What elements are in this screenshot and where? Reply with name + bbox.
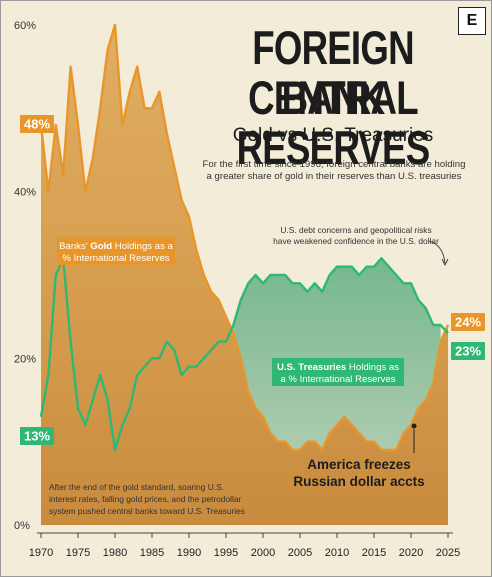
note-top-arrowhead bbox=[441, 258, 449, 267]
x-tick-label: 2025 bbox=[436, 547, 460, 559]
treasury-label-box bbox=[272, 358, 404, 386]
gold-area-fill bbox=[41, 25, 448, 525]
x-tick-label: 1975 bbox=[66, 547, 90, 559]
treasury-series-line bbox=[39, 257, 449, 452]
title-line-1: FOREIGN CENTRAL bbox=[248, 21, 418, 124]
treasury-area bbox=[233, 258, 441, 450]
gold-series-line bbox=[39, 23, 450, 452]
x-tick-label: 2010 bbox=[325, 547, 349, 559]
x-tick-label: 2015 bbox=[362, 547, 386, 559]
x-tick-label: 2000 bbox=[251, 547, 275, 559]
x-tick-label: 1980 bbox=[103, 547, 127, 559]
y-tick-label: 20% bbox=[14, 353, 36, 365]
event-label-line2: Russian dollar accts bbox=[293, 474, 424, 489]
x-tick-label: 1990 bbox=[177, 547, 201, 559]
treasury-area-fill bbox=[233, 258, 441, 450]
event-dot bbox=[411, 423, 417, 429]
start-label-treasury: 13% bbox=[24, 429, 50, 444]
end-label-treasury-bg bbox=[451, 342, 485, 360]
y-tick-label: 40% bbox=[14, 187, 36, 199]
note-bottom-line2: interest rates, falling gold prices, and… bbox=[49, 494, 241, 504]
y-tick-label: 60% bbox=[14, 20, 36, 32]
end-label-treasury: 23% bbox=[455, 344, 481, 359]
note-top-line1: U.S. debt concerns and geopolitical risk… bbox=[280, 225, 431, 235]
line-markers: 48% 13% 24% 23% Banks' Gold Holdings as a% I… bbox=[20, 115, 485, 516]
gold-area bbox=[41, 25, 448, 525]
series-lines bbox=[39, 23, 450, 452]
end-label-gold-bg bbox=[451, 313, 485, 331]
gold-label-box bbox=[57, 237, 175, 265]
note-top-line2: have weakened confidence in the U.S. dol… bbox=[273, 236, 439, 246]
treasury-series-label-line2: a % International Reserves bbox=[280, 374, 395, 385]
axes: 1970 1975 1980 1985 1990 1995 2000 2005 2010 2015… bbox=[14, 20, 460, 559]
event-label-line1: America freezes bbox=[307, 457, 411, 472]
gold-series-label-line2: % International Reserves bbox=[62, 253, 169, 264]
brand-logo: E bbox=[458, 7, 486, 35]
treasury-series-label-line1: U.S. Treasuries Holdings as bbox=[277, 362, 399, 373]
end-label-gold: 24% bbox=[455, 315, 481, 330]
start-label-gold-bg bbox=[20, 115, 54, 133]
note-bottom-line1: After the end of the gold standard, soar… bbox=[49, 482, 224, 492]
gold-series-label-line1: Banks' Gold Holdings as a bbox=[59, 241, 173, 252]
chart-subtitle: Gold vs U.S. Treasuries bbox=[232, 125, 434, 146]
y-tick-label: 0% bbox=[14, 520, 30, 532]
x-tick-label: 1970 bbox=[29, 547, 53, 559]
x-tick-label: 2020 bbox=[399, 547, 423, 559]
start-label-gold: 48% bbox=[24, 117, 50, 132]
note-bottom-line3: system pushed central banks toward U.S. … bbox=[49, 506, 245, 516]
x-tick-label: 1985 bbox=[140, 547, 164, 559]
start-label-treasury-bg bbox=[20, 427, 54, 445]
x-tick-label: 1995 bbox=[214, 547, 238, 559]
note-top-arrow bbox=[428, 240, 446, 264]
title-line-2: BANK RESERVES bbox=[236, 71, 431, 174]
chart-description: For the first time since 1996, foreign c… bbox=[202, 159, 466, 182]
x-tick-label: 2005 bbox=[288, 547, 312, 559]
